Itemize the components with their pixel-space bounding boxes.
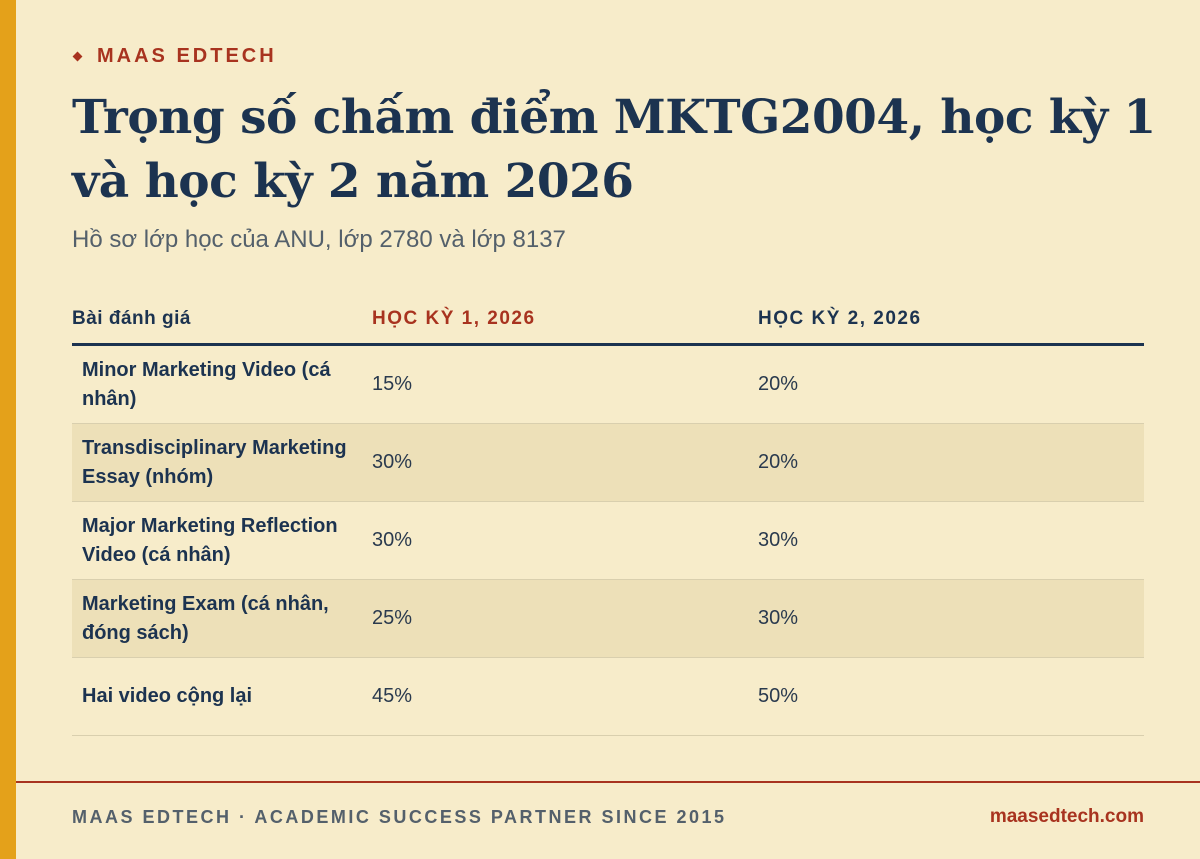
semester-1-weight: 15% <box>372 373 413 395</box>
header-semester-1: HỌC KỲ 1, 2026 <box>372 308 536 329</box>
diamond-icon <box>72 51 83 62</box>
table-row: Transdisciplinary Marketing Essay (nhóm)… <box>72 424 1144 502</box>
assessment-name: Hai video cộng lại <box>82 685 253 707</box>
semester-1-weight: 30% <box>372 451 413 473</box>
assessment-name: Marketing Exam (cá nhân, đóng sách) <box>82 592 329 644</box>
table-row: Hai video cộng lại 45% 50% <box>72 658 1144 736</box>
left-accent-bar <box>0 0 16 859</box>
semester-1-weight: 25% <box>372 607 413 629</box>
page-title: Trọng số chấm điểm MKTG2004, học kỳ 1 và… <box>72 90 1156 209</box>
assessment-name: Major Marketing Reflection Video (cá nhâ… <box>82 514 338 566</box>
page-subtitle: Hồ sơ lớp học của ANU, lớp 2780 và lớp 8… <box>72 226 566 253</box>
table-row: Major Marketing Reflection Video (cá nhâ… <box>72 502 1144 580</box>
semester-2-weight: 30% <box>758 607 799 629</box>
brand-text: MAAS EDTECH <box>97 45 277 67</box>
semester-1-weight: 45% <box>372 685 413 707</box>
semester-2-weight: 50% <box>758 685 799 707</box>
footer-tagline: MAAS EDTECH · ACADEMIC SUCCESS PARTNER S… <box>72 807 727 827</box>
brand-label: MAAS EDTECH <box>72 45 277 68</box>
assessment-name: Transdisciplinary Marketing Essay (nhóm) <box>82 436 347 488</box>
table-row: Marketing Exam (cá nhân, đóng sách) 25% … <box>72 580 1144 658</box>
semester-2-weight: 30% <box>758 529 799 551</box>
semester-2-weight: 20% <box>758 373 799 395</box>
table-header: Bài đánh giá HỌC KỲ 1, 2026 HỌC KỲ 2, 20… <box>72 295 1144 346</box>
grading-table: Bài đánh giá HỌC KỲ 1, 2026 HỌC KỲ 2, 20… <box>72 295 1144 736</box>
header-semester-2: HỌC KỲ 2, 2026 <box>758 308 922 329</box>
semester-2-weight: 20% <box>758 451 799 473</box>
header-assessment: Bài đánh giá <box>72 308 191 329</box>
assessment-name: Minor Marketing Video (cá nhân) <box>82 358 331 410</box>
footer-divider <box>16 781 1200 783</box>
footer-website-link[interactable]: maasedtech.com <box>989 806 1144 827</box>
semester-1-weight: 30% <box>372 529 413 551</box>
table-row: Minor Marketing Video (cá nhân) 15% 20% <box>72 346 1144 424</box>
